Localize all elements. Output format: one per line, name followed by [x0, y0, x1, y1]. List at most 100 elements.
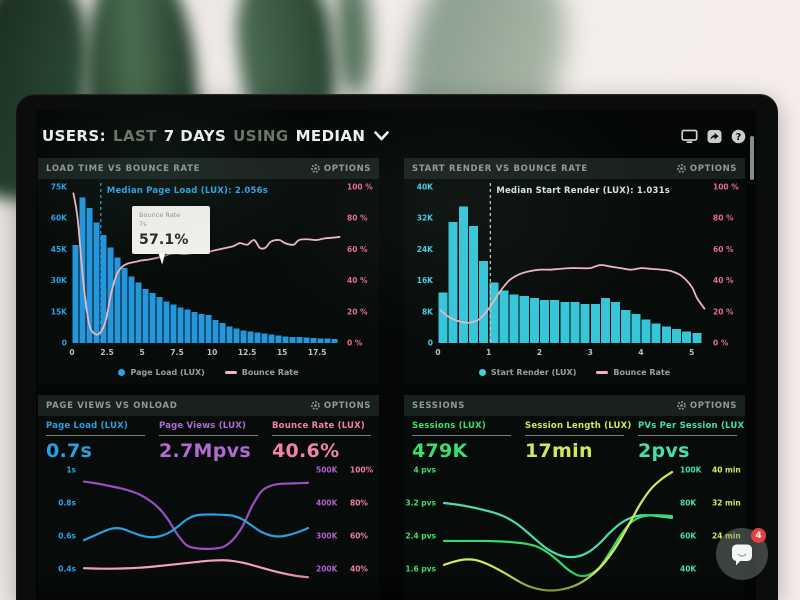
metric-value: 2.7Mpvs [159, 440, 251, 462]
help-icon[interactable]: ? [731, 129, 746, 144]
histogram-bar [324, 338, 331, 343]
panel-header: SESSIONS OPTIONS [404, 395, 745, 416]
y-axis-right-label: 100 % [347, 183, 373, 192]
histogram-bar [219, 323, 226, 343]
histogram-bar [198, 313, 205, 343]
options-button[interactable]: OPTIONS [311, 164, 371, 174]
y-axis-right-label: 0 % [347, 339, 363, 348]
y-axis-left-label: 16K [417, 276, 434, 285]
histogram-bar [184, 309, 191, 343]
start-render-chart[interactable]: 40K 32K 24K 16K 8K 0 100 % 80 % 60 % 40 % 20 % 0 % 0… [404, 179, 745, 365]
header-toolbar: ? [681, 129, 746, 144]
gear-icon [311, 401, 320, 410]
histogram-bar [479, 261, 489, 343]
legend-dot [478, 369, 486, 376]
panel-sessions: SESSIONS OPTIONS Sessions (LUX) 479K Ses… [404, 395, 745, 600]
tooltip-series: Bounce Rate [139, 211, 181, 219]
page-views-chart[interactable]: 1s 0.8s 0.6s 0.4s 500K 400K 300K 200K 100% 80% 60%… [38, 461, 379, 600]
header-median-label: MEDIAN [295, 127, 366, 145]
histogram-bar [560, 302, 570, 343]
scrollbar-thumb[interactable] [750, 136, 754, 180]
y-axis-left-label: 3.2 pvs [405, 499, 436, 508]
panel-load-time: LOAD TIME VS BOUNCE RATE OPTIONS 75K 60K 4… [38, 158, 379, 385]
y-axis-right-label: 32 min [712, 499, 741, 508]
histogram-bar [671, 328, 682, 343]
x-axis-label: 3 [588, 348, 593, 357]
y-axis-left-label: 8K [422, 307, 434, 316]
sessions-chart[interactable]: 4 pvs 3.2 pvs 2.4 pvs 1.6 pvs 100K 80K 60K 40K 4… [404, 461, 745, 600]
gear-icon [311, 164, 320, 173]
histogram-bar [317, 338, 324, 343]
chart-legend: Start Render (LUX) Bounce Rate [404, 365, 745, 380]
x-axis-label: 5 [689, 348, 694, 357]
histogram-bar [72, 245, 79, 343]
x-axis-label: 5 [139, 348, 144, 357]
series-line [442, 470, 674, 592]
metric-value: 0.7s [46, 440, 93, 462]
histogram-bar [600, 298, 610, 343]
metric-value: 479K [412, 440, 468, 462]
metric-session-length: Session Length (LUX) 17min [525, 421, 631, 462]
histogram-bar [254, 332, 261, 343]
histogram-bar [170, 304, 177, 343]
header-using-label: USING [233, 127, 289, 145]
x-axis-label: 12.5 [238, 348, 257, 357]
histogram-bar [268, 334, 275, 343]
histogram-bar [247, 331, 254, 343]
metric-page-load: Page Load (LUX) 0.7s [46, 421, 145, 462]
series-line [82, 513, 310, 542]
panel-header: LOAD TIME VS BOUNCE RATE OPTIONS [38, 158, 379, 179]
y-axis-left-label: 2.4 pvs [405, 532, 436, 541]
plant-leaf [333, 0, 373, 95]
histogram-bar [240, 330, 247, 343]
histogram-bar [611, 302, 621, 343]
options-button[interactable]: OPTIONS [677, 401, 737, 411]
metric-pvs-per-session: PVs Per Session (LUX) 2pvs [638, 421, 745, 462]
header-users-label: USERS: [42, 127, 106, 145]
y-axis-left-label: 0.6s [58, 532, 76, 541]
panel-title: LOAD TIME VS BOUNCE RATE [46, 163, 201, 174]
options-button[interactable]: OPTIONS [311, 401, 371, 411]
panel-start-render: START RENDER VS BOUNCE RATE OPTIONS 40K 3… [404, 158, 745, 385]
tooltip-value: 57.1% [139, 231, 189, 248]
y-axis-right-label: 40 % [713, 276, 734, 285]
metric-label: Session Length (LUX) [525, 421, 631, 436]
y-axis-right-label: 80 % [347, 214, 368, 223]
y-axis-left-label: 32K [417, 214, 434, 223]
histogram-bar [121, 268, 128, 343]
laptop-bezel: USERS: LAST 7 DAYS USING MEDIAN ? [16, 94, 778, 600]
panel-header: START RENDER VS BOUNCE RATE OPTIONS [404, 158, 745, 179]
share-icon[interactable] [707, 129, 722, 144]
histogram-bar [570, 302, 580, 343]
y-axis-left-label: 0 [62, 339, 67, 348]
metrics-row: Page Load (LUX) 0.7s Page Views (LUX) 2.… [38, 416, 379, 462]
y-axis-right-label: 20 % [713, 307, 734, 316]
y-axis-right-label: 100K [680, 466, 703, 475]
y-axis-right-label: 200K [316, 565, 339, 574]
legend-line [596, 371, 609, 374]
legend-label: Bounce Rate [241, 368, 299, 377]
y-axis-left-label: 15K [51, 307, 68, 316]
histogram-bar [499, 290, 509, 343]
metric-label: Bounce Rate (LUX) [272, 421, 371, 436]
metric-label: Sessions (LUX) [412, 421, 511, 436]
histogram-bar [682, 331, 692, 343]
header-days-label: 7 DAYS [163, 127, 227, 145]
monitor-icon[interactable] [681, 129, 698, 144]
notification-badge: 4 [751, 528, 766, 543]
metric-label: PVs Per Session (LUX) [638, 421, 745, 436]
x-axis-label: 2 [537, 348, 542, 357]
y-axis-right-label: 40 min [712, 466, 741, 475]
options-button[interactable]: OPTIONS [677, 164, 737, 174]
histogram-bar [128, 276, 135, 343]
chat-button[interactable]: 4 [716, 528, 768, 580]
users-range-dropdown[interactable]: USERS: LAST 7 DAYS USING MEDIAN [42, 127, 390, 145]
chart-legend: Page Load (LUX) Bounce Rate [38, 365, 379, 380]
y-axis-left-label: 30K [51, 276, 68, 285]
y-axis-right-label: 40% [350, 565, 368, 574]
histogram-bar [692, 332, 702, 343]
chat-bubble-icon [732, 544, 752, 565]
metric-value: 17min [525, 440, 593, 462]
legend-label: Page Load (LUX) [130, 368, 205, 377]
